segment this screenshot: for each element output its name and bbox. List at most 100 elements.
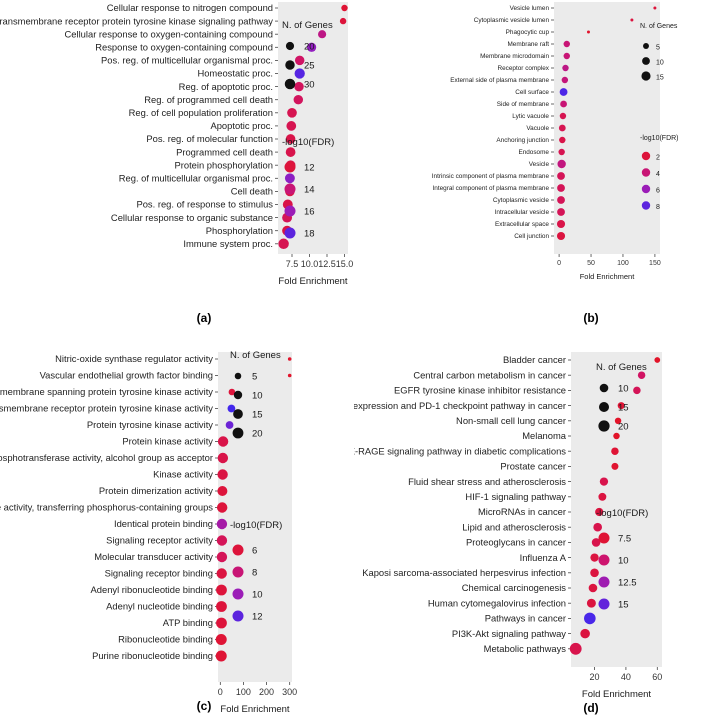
data-point (341, 4, 348, 12)
color-legend-key (232, 588, 244, 600)
data-point (557, 159, 566, 169)
x-tick-label: 60 (652, 672, 662, 682)
size-legend-label: 5 (656, 44, 660, 51)
data-point (558, 124, 566, 132)
term-label: External side of plasma membrane (450, 77, 549, 84)
x-axis-title: Fold Enrichment (278, 276, 348, 287)
data-point (563, 40, 570, 48)
size-legend-key (284, 78, 296, 90)
color-legend-label: 10 (252, 589, 263, 600)
term-label: Membrane raft (507, 41, 549, 48)
data-point (294, 55, 305, 66)
size-legend-key (234, 372, 242, 380)
data-point (586, 598, 596, 608)
data-point (562, 64, 569, 72)
data-point (569, 642, 582, 655)
x-tick-label: 12.5 (318, 259, 336, 269)
data-point (557, 172, 565, 180)
color-legend-key (598, 576, 610, 588)
data-point (228, 388, 236, 396)
x-tick-label: 0 (218, 687, 223, 697)
size-legend-label: 20 (618, 421, 629, 432)
x-tick-label: 15.0 (336, 259, 354, 269)
term-label: Lipid and atherosclerosis (462, 521, 566, 532)
term-label: Anchoring junction (496, 137, 549, 144)
x-tick-label: 40 (621, 672, 631, 682)
term-label: Chemical carcinogenesis (462, 582, 567, 593)
data-point (557, 184, 565, 192)
data-point (599, 477, 609, 486)
term-label: Membrane microdomain (480, 53, 549, 60)
data-point (216, 617, 227, 629)
color-legend-key (598, 554, 610, 566)
data-point (217, 452, 229, 464)
size-legend-key (285, 60, 295, 70)
color-legend-label: 12 (304, 162, 315, 173)
size-legend-title: N. of Genes (640, 23, 678, 30)
data-point (216, 568, 227, 579)
term-label: Intracellular vesicle (495, 209, 550, 216)
term-label: Homeostatic proc. (197, 68, 273, 79)
term-label: Fluid shear stress and atherosclerosis (408, 476, 566, 487)
data-point (339, 17, 347, 25)
x-tick-label: 200 (259, 687, 274, 697)
data-point (227, 404, 236, 413)
term-label: Non-small cell lung cancer (456, 415, 566, 426)
panel-c-chart: 0 100 200 300 Fold Enrichment Nitric-oxide sy… (0, 350, 297, 715)
x-tick-label: 0 (557, 260, 561, 267)
color-legend-key (284, 161, 296, 173)
term-label: Response to oxygen-containing compound (95, 42, 273, 53)
term-label: Reg. of cell population proliferation (129, 107, 273, 118)
term-label: Cellular response to nitrogen compound (107, 2, 273, 13)
term-label: Kinase activity (153, 469, 213, 480)
term-label: Identical protein binding (114, 518, 213, 529)
color-legend-label: 2 (656, 154, 660, 161)
data-point (217, 486, 228, 496)
term-label: Vesicle (529, 161, 550, 168)
data-point (293, 94, 304, 105)
data-point (611, 447, 619, 455)
panel-label: (b) (583, 311, 598, 325)
color-legend-key (232, 566, 244, 578)
size-legend-key (233, 409, 243, 419)
x-tick-label: 10.0 (301, 259, 319, 269)
x-axis-title: Fold Enrichment (580, 272, 636, 281)
term-label: MicroRNAs in cancer (478, 506, 566, 517)
data-point (595, 507, 604, 517)
term-label: Endosome (518, 149, 549, 156)
data-point (630, 18, 634, 22)
size-legend-title: N. of Genes (282, 20, 333, 31)
data-point (556, 219, 566, 229)
term-label: Side of membrane (497, 101, 550, 108)
term-label: Pos. reg. of molecular function (146, 133, 273, 144)
color-legend-key (232, 610, 244, 622)
data-point (593, 522, 602, 532)
term-label: Reg. of multicellular organismal proc. (119, 173, 273, 184)
term-label: Extracellular space (495, 221, 549, 228)
term-label: Prostate cancer (500, 461, 566, 472)
data-point (613, 432, 620, 440)
data-point (286, 121, 297, 131)
data-point (287, 373, 292, 378)
term-label: Programmed cell death (176, 146, 273, 157)
panel-label: (a) (197, 311, 212, 325)
term-label: Lytic vacuole (512, 113, 549, 120)
x-tick-label: 20 (590, 672, 600, 682)
color-legend-label: 12.5 (618, 577, 637, 588)
size-legend-key (285, 41, 295, 51)
data-point (560, 100, 567, 108)
data-point (563, 52, 570, 60)
color-legend-label: 7.5 (618, 533, 631, 544)
data-point (591, 538, 601, 547)
color-legend-key (598, 598, 610, 610)
data-point (216, 551, 228, 563)
data-point (294, 81, 304, 92)
color-legend-label: 8 (656, 204, 660, 211)
data-point (633, 386, 641, 395)
panel-b-chart: 0 50 100 150 Fold Enrichment Vesicle lumen Cyt… (432, 2, 679, 325)
color-legend-label: 16 (304, 206, 315, 217)
data-point (590, 553, 599, 562)
term-label: Signaling receptor activity (106, 535, 213, 546)
data-point (580, 628, 590, 639)
color-legend-title: -log10(FDR) (596, 508, 648, 519)
